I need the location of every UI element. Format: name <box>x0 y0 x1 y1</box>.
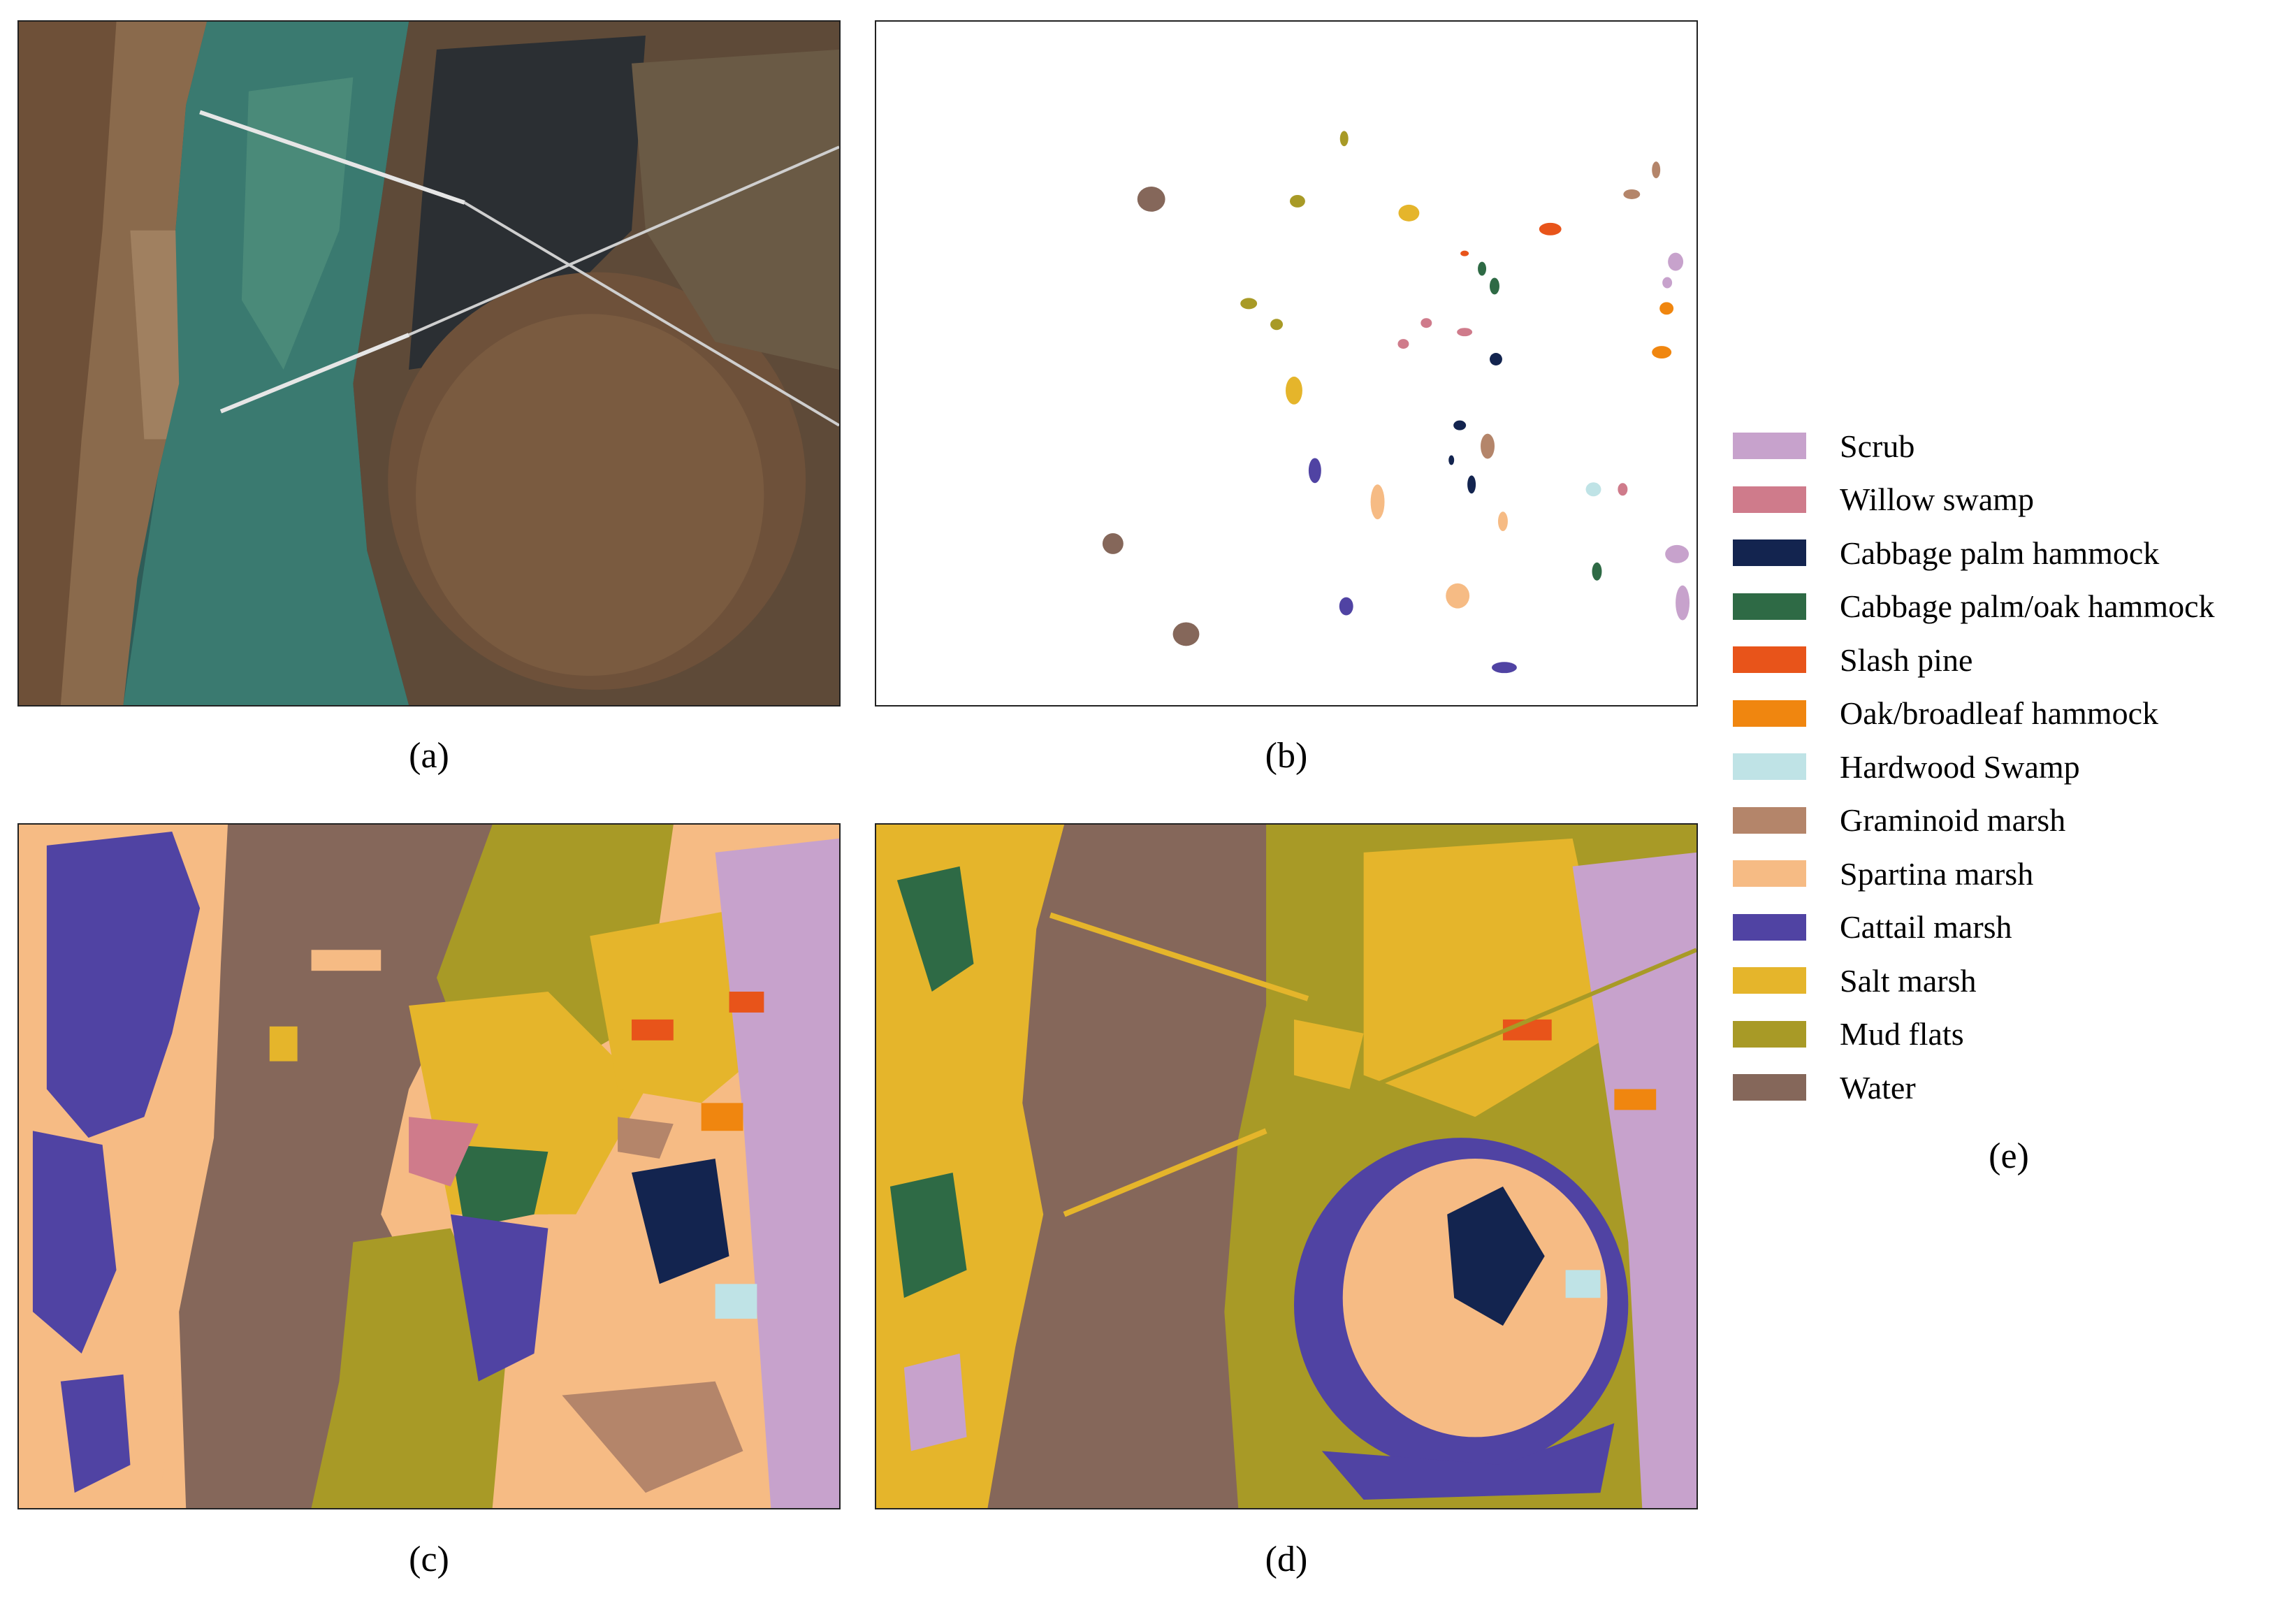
sample-spartina <box>1497 512 1508 532</box>
caption-d: (d) <box>1265 1540 1308 1579</box>
legend-item: Water <box>1733 1061 2285 1115</box>
caption-c: (c) <box>409 1540 449 1579</box>
legend-swatch <box>1733 860 1806 888</box>
satellite-image <box>19 22 839 705</box>
sample-palmoak <box>1592 562 1602 581</box>
legend-label: Salt marsh <box>1840 962 1977 999</box>
caption-a: (a) <box>409 736 449 776</box>
legend-item: Cabbage palm hammock <box>1733 526 2285 580</box>
legend-swatch <box>1733 433 1806 460</box>
sample-graminoid <box>1623 189 1641 199</box>
legend-item: Spartina marsh <box>1733 847 2285 901</box>
legend-label: Hardwood Swamp <box>1840 748 2080 785</box>
sample-palm <box>1467 475 1476 494</box>
legend-label: Water <box>1840 1069 1916 1106</box>
legend-item: Hardwood Swamp <box>1733 740 2285 794</box>
legend-swatch <box>1733 967 1806 994</box>
ground-truth-map <box>1102 131 1690 674</box>
legend-item: Cattail marsh <box>1733 901 2285 955</box>
legend-swatch <box>1733 1074 1806 1101</box>
sample-oak <box>1659 302 1674 315</box>
legend-swatch <box>1733 700 1806 727</box>
legend-item: Salt marsh <box>1733 954 2285 1008</box>
legend-swatch <box>1733 593 1806 620</box>
sample-palmoak <box>1490 277 1499 295</box>
classification-map-c <box>19 825 839 1508</box>
sample-willow <box>1397 339 1409 349</box>
classification-map-c-panel <box>17 823 841 1509</box>
sample-scrub <box>1662 277 1673 289</box>
legend-swatch <box>1733 486 1806 513</box>
sample-palmoak <box>1478 261 1487 276</box>
sample-oak <box>1652 346 1672 359</box>
sample-palm <box>1448 455 1455 465</box>
legend-swatch <box>1733 1020 1806 1048</box>
sample-scrub <box>1665 544 1690 563</box>
sample-willow <box>1457 328 1473 337</box>
legend-item: Cabbage palm/oak hammock <box>1733 580 2285 634</box>
sample-scrub <box>1676 585 1690 621</box>
sample-palm <box>1453 420 1467 430</box>
sample-hardwood <box>1585 482 1601 497</box>
satellite-image-panel <box>17 20 841 707</box>
legend-item: Oak/broadleaf hammock <box>1733 687 2285 741</box>
sample-saltmarsh <box>1398 204 1420 222</box>
legend-label: Slash pine <box>1840 642 1973 678</box>
ground-truth-panel <box>875 20 1698 707</box>
sample-saltmarsh <box>1286 376 1302 405</box>
caption-b: (b) <box>1265 736 1308 776</box>
legend-item: Scrub <box>1733 419 2285 473</box>
sample-graminoid <box>1652 161 1661 179</box>
sample-slashpine <box>1539 222 1562 236</box>
sample-cattail <box>1308 458 1321 484</box>
classification-map-d <box>876 825 1696 1508</box>
legend-item: Mud flats <box>1733 1008 2285 1062</box>
caption-e: (e) <box>1989 1136 2029 1176</box>
legend-label: Cabbage palm/oak hammock <box>1840 588 2215 625</box>
legend-item: Graminoid marsh <box>1733 794 2285 848</box>
sample-willow <box>1618 483 1628 496</box>
legend-label: Spartina marsh <box>1840 855 2034 892</box>
legend-label: Cattail marsh <box>1840 909 2012 946</box>
sample-graminoid <box>1481 433 1495 459</box>
legend-swatch <box>1733 806 1806 834</box>
sample-spartina <box>1446 583 1470 609</box>
legend-label: Oak/broadleaf hammock <box>1840 695 2158 732</box>
legend-swatch <box>1733 646 1806 674</box>
sample-slashpine <box>1460 250 1469 256</box>
legend-label: Scrub <box>1840 428 1915 464</box>
legend-item: Slash pine <box>1733 633 2285 687</box>
sample-cattail <box>1491 662 1517 674</box>
legend: Scrub Willow swamp Cabbage palm hammock Cab… <box>1733 419 2285 1115</box>
sample-mudflats <box>1339 131 1349 147</box>
sample-mudflats <box>1240 298 1258 310</box>
sample-willow <box>1421 318 1432 328</box>
sample-water <box>1172 622 1200 646</box>
legend-label: Cabbage palm hammock <box>1840 535 2160 571</box>
legend-item: Willow swamp <box>1733 473 2285 527</box>
legend-label: Mud flats <box>1840 1016 1964 1052</box>
sample-water <box>1102 533 1124 554</box>
legend-swatch <box>1733 539 1806 567</box>
sample-mudflats <box>1270 319 1284 331</box>
legend-label: Graminoid marsh <box>1840 802 2066 839</box>
sample-palm <box>1490 353 1502 365</box>
legend-swatch <box>1733 753 1806 781</box>
sample-mudflats <box>1289 194 1305 208</box>
sample-spartina <box>1370 484 1385 520</box>
sample-water <box>1137 187 1165 212</box>
sample-cattail <box>1339 597 1353 616</box>
legend-swatch <box>1733 913 1806 941</box>
sample-scrub <box>1668 252 1684 271</box>
classification-map-d-panel <box>875 823 1698 1509</box>
legend-label: Willow swamp <box>1840 481 2034 518</box>
